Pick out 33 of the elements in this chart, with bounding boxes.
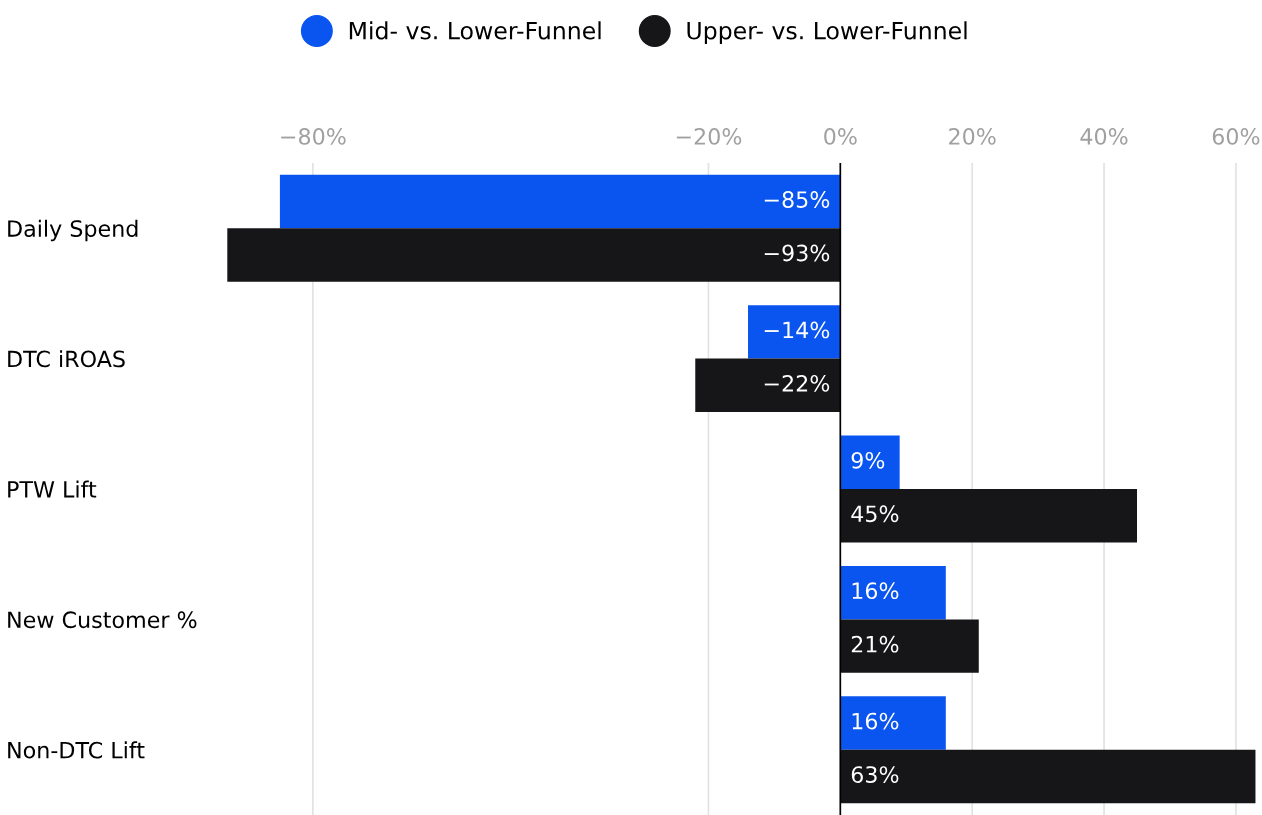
bar <box>279 174 841 229</box>
legend-label: Upper- vs. Lower-Funnel <box>687 21 967 45</box>
bar <box>840 619 979 673</box>
data-label: −22% <box>764 374 830 392</box>
bar <box>748 305 841 359</box>
data-label: −14% <box>764 321 830 339</box>
data-label: 45% <box>851 505 899 523</box>
y-tick-label: Daily Spend <box>8 219 138 242</box>
y-tick-label: PTW Lift <box>8 480 97 498</box>
y-tick-label: DTC iROAS <box>8 350 125 368</box>
bar <box>840 696 946 750</box>
x-tick-label: −20% <box>676 128 742 145</box>
y-tick-label: New Customer % <box>8 611 197 629</box>
y-tick-label: Non-DTC Lift <box>8 741 145 759</box>
bar <box>840 435 900 489</box>
data-label: −93% <box>764 244 830 262</box>
bar <box>695 358 841 413</box>
data-label: 9% <box>851 451 885 469</box>
data-label: 21% <box>851 635 899 653</box>
bar <box>840 489 1138 543</box>
x-tick-label: 60% <box>1212 128 1260 145</box>
bar <box>840 565 946 620</box>
bar <box>840 749 1256 804</box>
data-label: 16% <box>852 712 899 730</box>
x-tick-label: 20% <box>949 128 996 145</box>
legend-label: Mid- vs. Lower-Funnel <box>349 21 601 40</box>
bar <box>227 228 841 282</box>
data-label: −85% <box>764 191 830 208</box>
data-label: 63% <box>851 766 899 783</box>
x-tick-label: 40% <box>1080 128 1128 145</box>
x-tick-label: 0% <box>824 128 857 145</box>
x-tick-label: −80% <box>281 128 346 145</box>
data-label: 16% <box>852 582 899 600</box>
